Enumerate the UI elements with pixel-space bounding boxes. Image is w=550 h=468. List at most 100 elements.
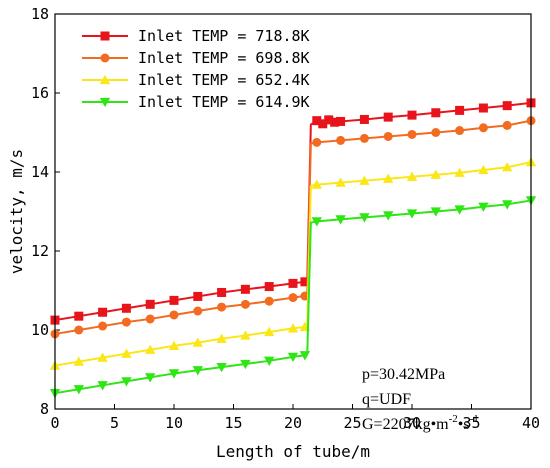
x-tick-label: 25 — [343, 414, 361, 432]
data-point — [478, 103, 488, 113]
legend-marker — [99, 74, 111, 85]
legend-label: Inlet TEMP = 698.8K — [138, 49, 310, 67]
data-point — [73, 356, 84, 366]
data-point — [287, 323, 299, 333]
data-point — [318, 119, 328, 129]
data-point — [430, 207, 441, 217]
y-tick-label: 8 — [40, 400, 49, 418]
annotation-heat-flux: q=UDF — [362, 391, 411, 408]
data-point — [335, 177, 346, 187]
data-point — [168, 369, 180, 379]
data-point — [502, 120, 512, 130]
legend-marker — [99, 97, 111, 108]
x-tick-label: 0 — [50, 414, 59, 432]
data-point — [431, 128, 441, 137]
data-point — [240, 299, 250, 309]
y-tick-label: 10 — [31, 321, 49, 339]
data-point — [336, 116, 346, 126]
data-point — [121, 303, 131, 313]
data-point — [192, 366, 203, 376]
data-point — [98, 321, 108, 331]
x-axis-label: Length of tube/m — [216, 442, 370, 461]
data-point — [359, 175, 370, 185]
annotation-mass-flux-main: G=2207kg•m — [362, 416, 449, 433]
data-point — [216, 362, 227, 373]
data-point — [240, 359, 251, 370]
data-point — [288, 278, 298, 288]
data-point — [383, 112, 393, 122]
x-tick-label: 10 — [165, 414, 183, 432]
data-point — [74, 325, 84, 335]
data-point — [121, 348, 132, 358]
legend-marker — [100, 31, 110, 41]
data-point — [299, 351, 311, 361]
x-tick-label: 35 — [462, 414, 480, 432]
series-layer — [49, 98, 537, 399]
y-axis-label: velocity, m/s — [7, 149, 26, 274]
data-point — [264, 356, 275, 366]
data-point — [73, 385, 84, 395]
data-point — [359, 114, 369, 124]
data-point — [406, 171, 418, 181]
series-line — [54, 161, 532, 367]
data-point — [264, 326, 275, 337]
y-tick-label: 12 — [31, 242, 49, 260]
x-tick-label: 15 — [224, 414, 242, 432]
legend: Inlet TEMP = 718.8K Inlet TEMP = 698.8K In… — [82, 27, 310, 111]
legend-entry: Inlet TEMP = 614.9K — [82, 93, 310, 111]
legend-marker — [100, 53, 110, 63]
data-point — [312, 116, 322, 126]
data-point — [264, 282, 274, 292]
data-point — [359, 133, 369, 143]
legend-label: Inlet TEMP = 652.4K — [138, 71, 310, 89]
data-point — [312, 137, 322, 147]
data-point — [478, 164, 489, 175]
data-point — [502, 101, 512, 111]
data-point — [217, 287, 227, 297]
annotation-mass-flux: G=2207kg•m-2•s-1 — [362, 413, 479, 433]
data-point — [431, 108, 441, 118]
x-tick-label: 30 — [403, 414, 421, 432]
data-point — [240, 284, 250, 294]
data-point — [98, 307, 108, 317]
data-point — [300, 277, 310, 287]
plot-frame — [54, 13, 532, 410]
data-point — [216, 333, 227, 343]
data-point — [383, 131, 393, 141]
data-point — [359, 213, 370, 223]
legend-label: Inlet TEMP = 718.8K — [138, 27, 310, 45]
data-point — [430, 169, 441, 179]
data-point — [288, 293, 298, 303]
data-point — [455, 105, 465, 115]
data-point — [168, 340, 180, 350]
data-point — [311, 217, 322, 227]
series-1 — [50, 98, 536, 325]
data-point — [407, 110, 417, 120]
data-point — [145, 344, 156, 354]
data-point — [455, 126, 465, 136]
data-point — [145, 299, 155, 309]
data-point — [192, 337, 203, 347]
data-point — [454, 205, 465, 215]
data-point — [169, 310, 179, 320]
annotation-mass-flux-mid: •s — [458, 416, 470, 433]
data-point — [264, 296, 274, 306]
data-point — [383, 173, 394, 183]
y-tick-label: 18 — [31, 5, 49, 23]
data-point — [169, 295, 179, 305]
data-point — [406, 209, 418, 219]
data-point — [324, 115, 334, 125]
data-point — [145, 314, 155, 324]
legend-entry: Inlet TEMP = 652.4K — [82, 71, 310, 89]
data-point — [478, 123, 488, 133]
data-point — [330, 117, 340, 127]
series-line — [54, 101, 532, 322]
x-tick-label: 40 — [522, 414, 540, 432]
series-3 — [49, 156, 537, 370]
data-point — [335, 215, 346, 225]
annotation-mass-flux-exp2: -1 — [470, 413, 479, 425]
data-point — [97, 381, 108, 391]
data-point — [407, 129, 417, 139]
data-point — [502, 162, 513, 172]
